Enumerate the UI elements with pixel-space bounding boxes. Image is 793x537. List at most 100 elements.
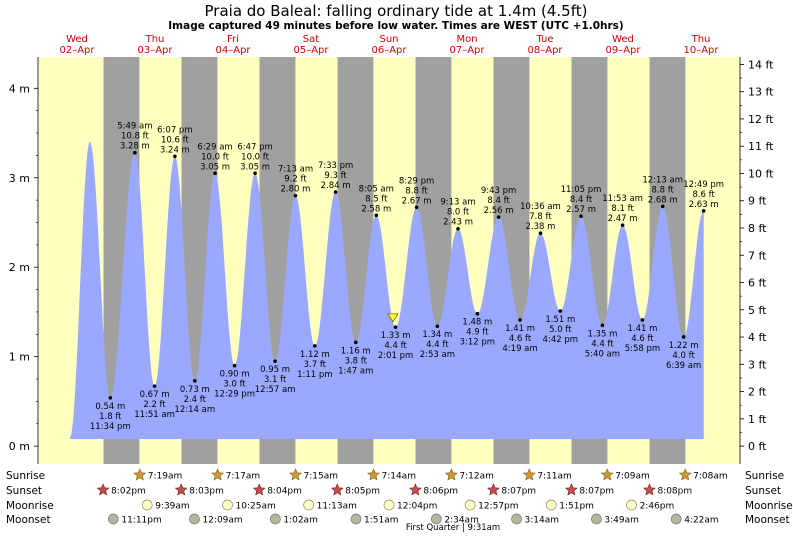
tide-dot [173,154,177,159]
sunset-icon [96,483,110,496]
tide-label: 4:19 am [502,344,537,354]
right-tick-label: 12 ft [748,113,774,126]
sunset-icon [564,483,578,496]
moonset-row-label-left: Moonset [6,514,51,526]
tide-label: 3.7 ft [304,360,327,370]
tide-dot [374,213,379,218]
tide-label: 12:13 am [642,175,683,185]
day-name: Sun [379,34,398,45]
high-tide-point: 7:33 pm9.3 ft2.84 m [318,161,353,194]
day-name: Wed [612,34,634,45]
tide-dot [701,209,706,213]
low-tide-point: 1.41 m4.6 ft4:19 am [502,318,538,354]
sunrise-row-label-right: Sunrise [745,470,784,482]
day-date: 10–Apr [683,45,719,56]
tide-label: 3.8 ft [345,356,368,366]
left-tick-label: 3 m [9,172,30,185]
right-tick-label: 3 ft [748,358,767,371]
tide-label: 1.22 m [669,341,699,351]
sunrise-time: 7:19am [148,472,183,482]
high-tide-point: 11:05 pm8.4 ft2.57 m [561,185,602,219]
moonrise-icon [222,499,233,511]
high-tide-point: 12:49 pm8.6 ft2.63 m [683,180,724,213]
moonrise-time: 12:57pm [478,502,518,512]
sunrise-time: 7:12am [459,472,494,482]
tide-label: 10.6 ft [161,135,189,145]
sunset-time: 8:08pm [657,487,692,497]
moonrise-icon [464,499,476,511]
moonrise-time: 9:39am [155,502,190,512]
tide-dot [579,214,583,219]
low-tide-point: 1.33 m4.4 ft2:01 pm [378,325,413,361]
tide-label: 2.38 m [526,222,556,232]
tide-label: 10.0 ft [241,152,269,162]
tide-label: 8.0 ft [447,208,470,218]
day-name: Thu [145,34,165,45]
sunset-time: 8:07pm [501,487,536,497]
tide-label: 0.54 m [95,402,125,412]
day-date: 05–Apr [293,45,329,56]
high-tide-point: 8:05 am8.5 ft2.58 m [359,184,394,218]
moonrise-icon [383,499,395,511]
high-tide-point: 9:43 pm8.4 ft2.56 m [481,186,516,219]
tide-label: 3.24 m [160,145,190,155]
right-tick-label: 7 ft [748,249,767,262]
day-name: Thu [691,34,711,45]
tide-label: 0.95 m [260,365,290,375]
moonset-time: 3:14am [525,516,560,526]
tide-label: 3.1 ft [264,375,287,385]
tide-label: 1.34 m [422,330,452,340]
moonset-time: 11:11pm [121,516,161,526]
moonrise-time: 10:25am [236,502,276,512]
moonrise-icon [141,499,153,511]
tide-label: 7:13 am [278,165,313,175]
sunset-time: 8:07pm [579,487,614,497]
tide-dot [333,190,338,194]
tide-label: 2.43 m [443,218,473,228]
moonrise-time: 2:46pm [640,502,675,512]
tide-dot [558,309,563,313]
tide-label: 2.47 m [608,214,638,224]
tide-label: 9:13 am [440,198,475,208]
tide-label: 2.57 m [566,205,596,215]
right-tick-label: 2 ft [748,386,767,399]
low-tide-point: 1.12 m3.7 ft1:11 pm [297,344,333,380]
tide-label: 8:05 am [359,184,394,194]
tide-label: 3.05 m [240,162,270,172]
tide-label: 11:05 pm [561,185,602,195]
tide-label: 12:57 am [255,385,296,395]
tide-label: 4:42 pm [543,335,578,345]
tide-label: 6:39 am [666,361,701,371]
sunrise-icon [289,468,303,481]
moonrise-icon [303,499,315,511]
tide-dot [681,335,686,339]
sunrise-time: 7:09am [615,472,650,482]
tide-dot [435,324,440,329]
low-tide-point: 1.51 m5.0 ft4:42 pm [543,309,578,345]
high-tide-point: 11:53 am8.1 ft2.47 m [602,194,643,227]
tide-dot [192,379,197,383]
moonrise-time: 12:04pm [397,502,437,512]
tide-label: 2.56 m [484,206,514,216]
tide-label: 4.6 ft [631,334,654,344]
day-name: Wed [66,34,88,45]
tide-label: 4.6 ft [509,334,532,344]
moonset-row-label-right: Moonset [745,514,790,526]
right-tick-label: 10 ft [748,167,774,180]
tide-dot [353,340,358,345]
tide-label: 5:58 pm [625,344,660,354]
tide-label: 1.16 m [341,346,371,356]
tide-dot [475,311,480,316]
tide-label: 3.05 m [200,162,230,172]
tide-label: 9.2 ft [284,175,307,185]
tide-label: 7.8 ft [529,212,552,222]
tide-dot [313,344,317,348]
tide-label: 1.48 m [462,318,492,328]
sunset-time: 8:02pm [111,487,146,497]
sunset-row: Sunset Sunset 8:02pm 8:03pm 8:04pm 8:05pm 8:06… [6,483,781,497]
